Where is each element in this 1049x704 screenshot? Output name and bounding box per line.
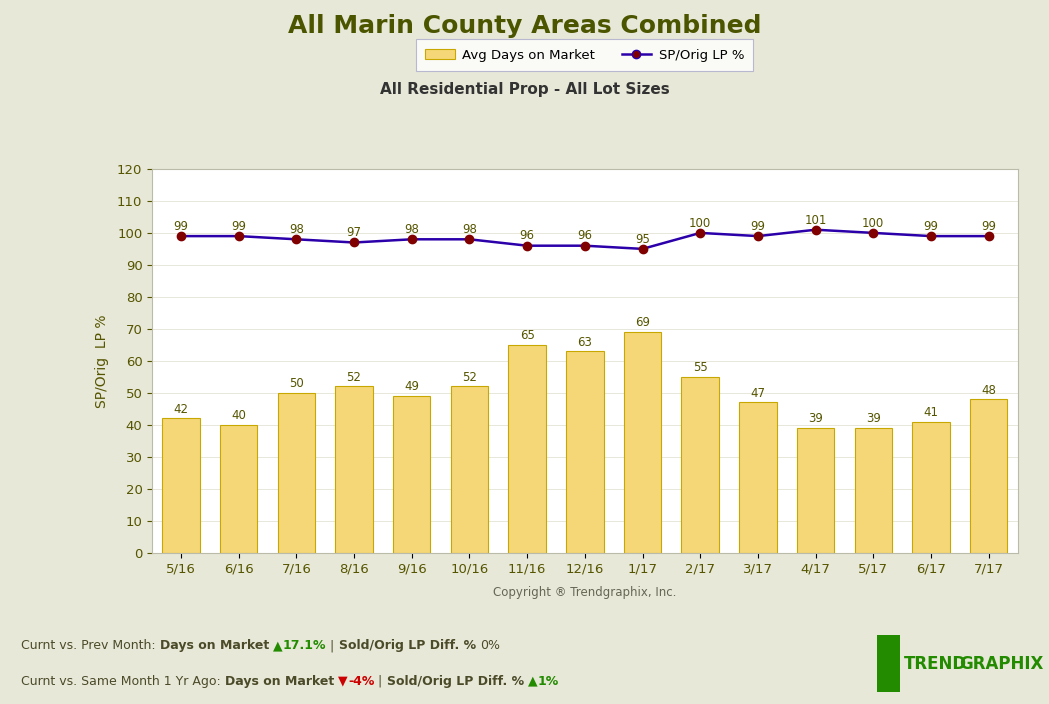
Text: 69: 69 [635, 317, 650, 329]
Text: 63: 63 [577, 336, 593, 348]
Text: 48: 48 [981, 384, 997, 396]
Text: All Residential Prop - All Lot Sizes: All Residential Prop - All Lot Sizes [380, 82, 669, 96]
Text: Curnt vs. Prev Month:: Curnt vs. Prev Month: [21, 639, 159, 652]
Text: 0%: 0% [480, 639, 500, 652]
Bar [393, 396, 430, 553]
FancyBboxPatch shape [877, 635, 900, 692]
Text: Curnt vs. Same Month 1 Yr Ago:: Curnt vs. Same Month 1 Yr Ago: [21, 675, 224, 688]
Bar [797, 428, 834, 553]
Text: ▲: ▲ [273, 639, 283, 652]
Text: 99: 99 [173, 220, 189, 233]
Text: 39: 39 [865, 413, 881, 425]
Text: 49: 49 [404, 380, 420, 394]
Text: ▲: ▲ [528, 675, 538, 688]
Text: 101: 101 [805, 213, 827, 227]
Text: Days on Market: Days on Market [159, 639, 273, 652]
Text: Sold/Orig LP Diff. %: Sold/Orig LP Diff. % [339, 639, 480, 652]
Text: 50: 50 [288, 377, 304, 390]
Text: 47: 47 [750, 386, 766, 400]
Text: 99: 99 [981, 220, 997, 233]
Text: 100: 100 [862, 217, 884, 230]
Bar [855, 428, 892, 553]
Text: Sold/Orig LP Diff. %: Sold/Orig LP Diff. % [387, 675, 528, 688]
Text: 99: 99 [231, 220, 247, 233]
Text: 40: 40 [231, 409, 247, 422]
Text: 55: 55 [692, 361, 708, 375]
Bar [451, 386, 488, 553]
Text: 98: 98 [462, 223, 477, 236]
Text: 39: 39 [808, 413, 823, 425]
Text: 100: 100 [689, 217, 711, 230]
Text: All Marin County Areas Combined: All Marin County Areas Combined [287, 14, 762, 39]
Bar [913, 422, 949, 553]
Text: 96: 96 [519, 230, 535, 242]
Text: 1%: 1% [538, 675, 559, 688]
Text: 98: 98 [404, 223, 420, 236]
Bar [566, 351, 603, 553]
Bar [970, 399, 1007, 553]
Text: 17.1%: 17.1% [283, 639, 326, 652]
Text: 99: 99 [923, 220, 939, 233]
Text: 98: 98 [288, 223, 304, 236]
Text: |: | [374, 675, 387, 688]
Legend: Avg Days on Market, SP/Orig LP %: Avg Days on Market, SP/Orig LP % [416, 39, 753, 71]
Text: GRAPHIX: GRAPHIX [959, 655, 1043, 672]
Bar [509, 345, 545, 553]
Bar [740, 403, 776, 553]
X-axis label: Copyright ® Trendgraphix, Inc.: Copyright ® Trendgraphix, Inc. [493, 586, 677, 600]
Bar [278, 393, 315, 553]
Text: |: | [326, 639, 339, 652]
Text: 96: 96 [577, 230, 593, 242]
Text: 65: 65 [519, 329, 535, 342]
Text: 95: 95 [635, 233, 650, 246]
Bar [163, 418, 199, 553]
Bar [624, 332, 661, 553]
Bar [682, 377, 719, 553]
Text: 99: 99 [750, 220, 766, 233]
Y-axis label: SP/Orig  LP %: SP/Orig LP % [94, 314, 109, 408]
Bar [336, 386, 372, 553]
Text: TREND: TREND [904, 655, 967, 672]
Text: 97: 97 [346, 226, 362, 239]
Text: 41: 41 [923, 406, 939, 419]
Text: -4%: -4% [348, 675, 374, 688]
Text: ▼: ▼ [339, 675, 348, 688]
Text: Days on Market: Days on Market [224, 675, 339, 688]
Text: 52: 52 [462, 371, 477, 384]
Bar [220, 425, 257, 553]
Text: 52: 52 [346, 371, 362, 384]
Text: 42: 42 [173, 403, 189, 416]
